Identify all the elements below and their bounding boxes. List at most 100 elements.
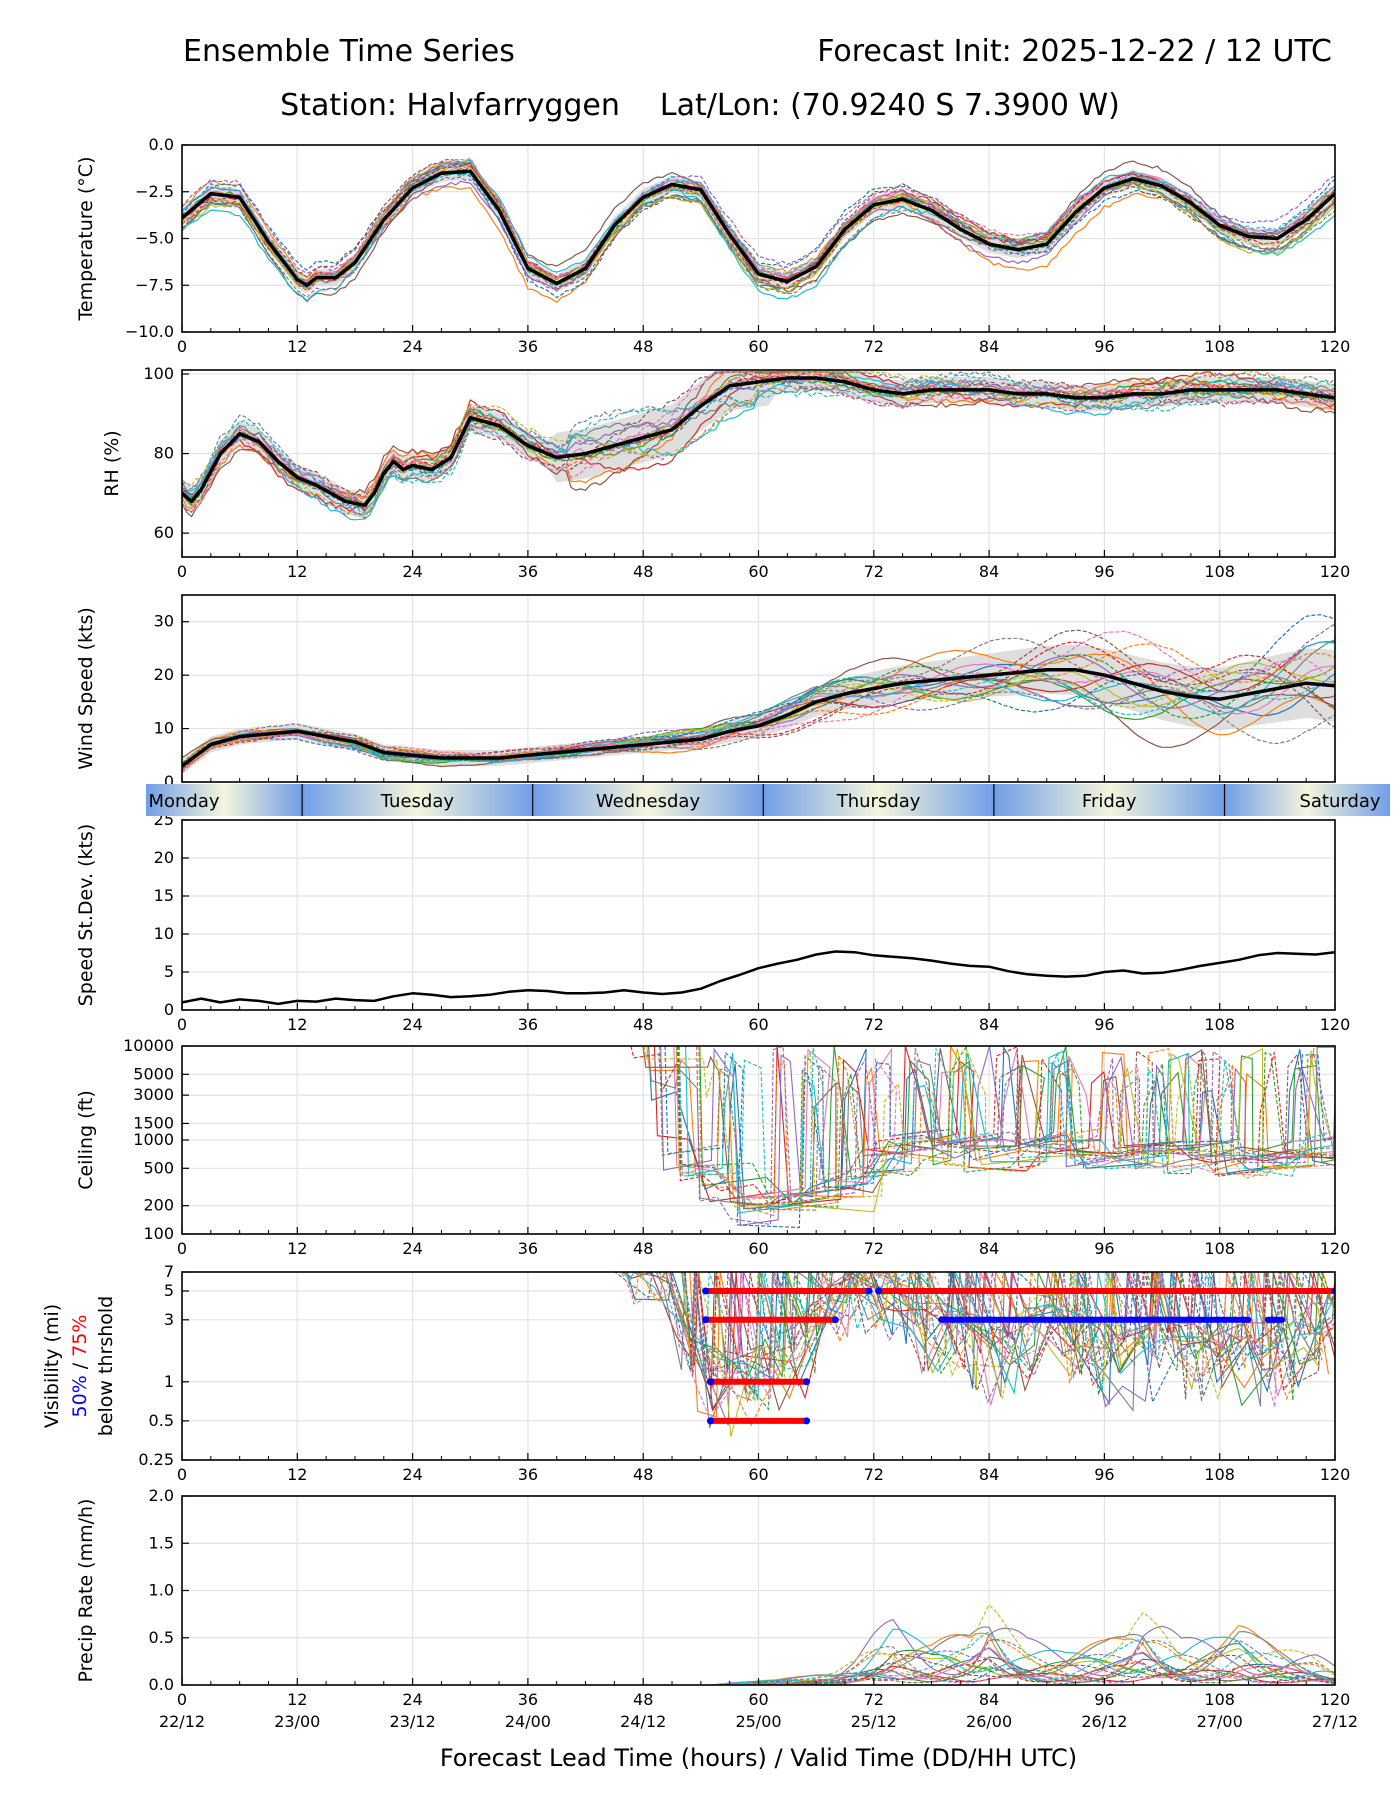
ensemble-member-line	[182, 374, 1335, 514]
x-tick-label: 12	[287, 1239, 307, 1258]
x-tick-label: 24	[402, 337, 422, 356]
threshold-marker-end	[803, 1378, 811, 1386]
figure-title: Ensemble Time Series	[183, 34, 515, 69]
day-label: Wednesday	[596, 791, 701, 812]
x-tick-label: 36	[518, 1239, 538, 1258]
x-tick-label: 120	[1320, 337, 1351, 356]
y-axis-label: Temperature (°C)	[75, 157, 97, 322]
ensemble-member-line	[673, 1046, 1335, 1198]
ensemble-member-line	[643, 1046, 1335, 1208]
day-band	[993, 784, 1225, 816]
x-tick-label: 60	[748, 1465, 768, 1484]
panel-data	[182, 370, 1335, 521]
x-tick-label: 72	[864, 1690, 884, 1709]
x-tick-label: 84	[979, 1239, 999, 1258]
valid-time-label: 24/00	[505, 1712, 551, 1731]
y-tick-label: 3000	[133, 1085, 174, 1104]
x-tick-label: 0	[177, 562, 187, 581]
ensemble-member-line	[698, 1046, 1335, 1217]
threshold-marker-start	[702, 1316, 710, 1324]
ensemble-member-line	[664, 1046, 1335, 1229]
ensemble-member-line	[677, 1046, 1332, 1208]
day-band	[763, 784, 994, 816]
x-tick-label: 120	[1320, 562, 1351, 581]
ensemble-member-line	[182, 174, 1335, 290]
day-label: Saturday	[1299, 791, 1380, 812]
panel-precip_rate: 0 12 24 36 48 60 72 84 96 108 120 22/12 23/00 23/12 24…	[75, 1486, 1358, 1731]
x-tick-label: 36	[518, 562, 538, 581]
y-tick-label: 10000	[123, 1036, 174, 1055]
ensemble-member-line	[630, 1046, 1324, 1204]
y-tick-label: 20	[154, 665, 174, 684]
threshold-marker-end	[831, 1316, 839, 1324]
x-tick-label: 12	[287, 562, 307, 581]
x-tick-label: 72	[864, 1015, 884, 1034]
x-tick-label: 108	[1204, 337, 1235, 356]
x-tick-label: 24	[402, 1465, 422, 1484]
x-tick-label: 84	[979, 562, 999, 581]
x-tick-label: 108	[1204, 1465, 1235, 1484]
ensemble-member-line	[182, 163, 1335, 292]
x-tick-label: 12	[287, 1015, 307, 1034]
latlon-label: Lat/Lon: (70.9240 S 7.3900 W)	[659, 88, 1120, 123]
x-tick-label: 12	[287, 1465, 307, 1484]
y-tick-label: 3	[164, 1310, 174, 1329]
station-label: Station: Halvfarryggen	[280, 88, 620, 123]
x-tick-label: 120	[1320, 1239, 1351, 1258]
threshold-marker-end	[865, 1287, 873, 1295]
x-tick-label: 36	[518, 1015, 538, 1034]
spread-band	[182, 644, 1335, 774]
panel-ceiling: 0 12 24 36 48 60 72 84 96 108 120 100 200 500 10001500…	[75, 1036, 1351, 1258]
day-label: Tuesday	[380, 791, 455, 812]
x-tick-label: 24	[402, 1239, 422, 1258]
panel-data	[182, 614, 1335, 774]
forecast-init-label: Forecast Init: 2025-12-22 / 12 UTC	[817, 34, 1332, 69]
y-tick-label: 1000	[133, 1130, 174, 1149]
y-axis-label: Visibility (mi)	[41, 1304, 63, 1428]
x-tick-label: 36	[518, 337, 538, 356]
day-label: Thursday	[836, 791, 921, 812]
day-band	[302, 784, 533, 816]
ensemble-mean-line	[182, 376, 1335, 508]
valid-time-label: 25/00	[735, 1712, 781, 1731]
valid-time-label: 26/12	[1081, 1712, 1127, 1731]
x-tick-label: 96	[1094, 1015, 1114, 1034]
y-tick-label: 60	[154, 523, 174, 542]
y-tick-label: 10	[154, 924, 174, 943]
y-axis-label: Speed St.Dev. (kts)	[75, 824, 97, 1007]
ensemble-member-line	[657, 1272, 1335, 1411]
y-tick-label: 500	[143, 1158, 174, 1177]
ensemble-member-line	[182, 159, 1335, 295]
ensemble-member-line	[642, 1046, 1335, 1206]
y-tick-label: −5.0	[135, 229, 174, 248]
threshold-marker-start	[875, 1287, 883, 1295]
x-tick-label: 120	[1320, 1465, 1351, 1484]
ensemble-member-line	[182, 371, 1335, 512]
y-axis-label-percent: 50% / 75%	[69, 1315, 91, 1418]
y-tick-label: 10	[154, 719, 174, 738]
y-tick-label: 20	[154, 848, 174, 867]
x-tick-label: 48	[633, 1465, 653, 1484]
x-tick-label: 96	[1094, 337, 1114, 356]
y-tick-label: 1500	[133, 1113, 174, 1132]
y-tick-label: −2.5	[135, 182, 174, 201]
x-tick-label: 60	[748, 1239, 768, 1258]
x-tick-label: 96	[1094, 562, 1114, 581]
ensemble-member-line	[696, 1046, 1335, 1226]
y-tick-label: 0.5	[149, 1411, 174, 1430]
x-tick-label: 48	[633, 337, 653, 356]
y-tick-label: −10.0	[125, 322, 174, 341]
panel-rh: 0 12 24 36 48 60 72 84 96 108 120 60 80 100 RH (%)	[101, 364, 1351, 581]
x-tick-label: 48	[633, 562, 653, 581]
x-tick-label: 24	[402, 1690, 422, 1709]
y-axis-label: Wind Speed (kts)	[75, 607, 97, 770]
y-tick-label: −7.5	[135, 275, 174, 294]
threshold-marker-end	[803, 1417, 811, 1425]
y-tick-label: 5	[164, 962, 174, 981]
threshold-marker-start	[706, 1417, 714, 1425]
y-axis-label: Ceiling (ft)	[75, 1090, 97, 1190]
x-tick-label: 60	[748, 1690, 768, 1709]
day-band	[532, 784, 764, 816]
y-tick-label: 30	[154, 612, 174, 631]
